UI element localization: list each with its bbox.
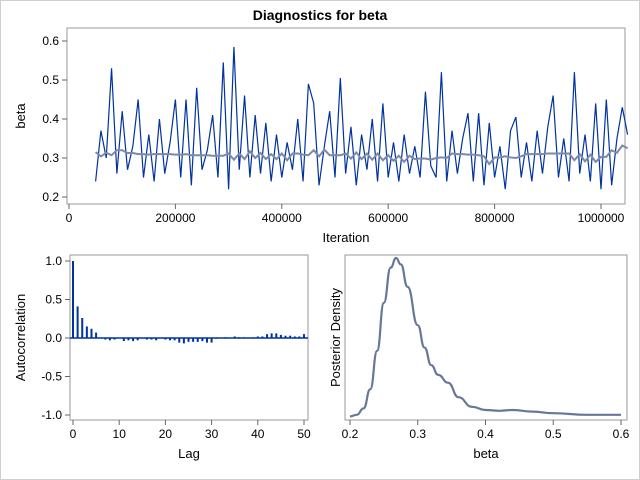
acf-bar bbox=[141, 338, 144, 339]
acf-bar bbox=[122, 338, 125, 342]
x-axis-label: Lag bbox=[178, 446, 200, 461]
acf-bar bbox=[284, 335, 287, 338]
x-tick-label: 1000000 bbox=[578, 211, 625, 225]
x-tick-label: 600000 bbox=[368, 211, 408, 225]
acf-bar bbox=[145, 338, 148, 340]
acf-bar bbox=[242, 337, 245, 338]
acf-bar bbox=[233, 336, 236, 338]
acf-bar bbox=[159, 338, 162, 339]
acf-bar bbox=[173, 338, 176, 341]
acf-bar bbox=[104, 338, 107, 340]
x-axis-label: Iteration bbox=[323, 230, 370, 245]
x-tick-label: 400000 bbox=[262, 211, 302, 225]
acf-bar bbox=[229, 338, 232, 339]
x-tick-label: 800000 bbox=[475, 211, 515, 225]
figure-title: Diagnostics for beta bbox=[253, 7, 388, 23]
acf-bar bbox=[72, 261, 74, 338]
acf-bar bbox=[270, 333, 273, 338]
y-tick-label: 0.5 bbox=[45, 293, 62, 307]
acf-bar bbox=[155, 338, 158, 341]
acf-bar bbox=[289, 335, 292, 338]
x-tick-label: 0.5 bbox=[545, 427, 562, 441]
acf-bar bbox=[238, 337, 241, 338]
y-tick-label: 0.5 bbox=[42, 73, 59, 87]
acf-bar bbox=[90, 328, 93, 338]
acf-bar bbox=[108, 338, 111, 341]
trace-line bbox=[95, 46, 629, 190]
x-tick-label: 50 bbox=[297, 427, 311, 441]
acf-bar bbox=[261, 336, 264, 338]
y-tick-label: -1.0 bbox=[41, 408, 62, 422]
y-axis-label: Autocorrelation bbox=[13, 294, 28, 381]
x-tick-label: 0 bbox=[70, 427, 77, 441]
acf-bar bbox=[85, 326, 88, 338]
acf-bar bbox=[169, 338, 172, 341]
x-tick-label: 0.3 bbox=[409, 427, 426, 441]
acf-bar bbox=[256, 336, 259, 338]
x-tick-label: 10 bbox=[113, 427, 127, 441]
y-tick-label: 0.0 bbox=[45, 331, 62, 345]
acf-bar bbox=[205, 338, 208, 343]
y-tick-label: 0.6 bbox=[42, 34, 59, 48]
x-tick-label: 0 bbox=[66, 211, 73, 225]
acf-bar bbox=[113, 338, 116, 340]
acf-bar bbox=[293, 336, 296, 338]
acf-bar bbox=[136, 338, 139, 341]
density-curve bbox=[349, 256, 621, 418]
acf-bar bbox=[247, 338, 250, 339]
y-tick-label: 0.3 bbox=[42, 151, 59, 165]
acf-bar bbox=[164, 338, 167, 340]
y-tick-label: 0.4 bbox=[42, 112, 59, 126]
trace-plot: 0 200000 400000 600000 800000 1000000 0.2 0.3 0.… bbox=[13, 27, 629, 245]
acf-bar bbox=[76, 306, 79, 338]
smoothed-mean-line bbox=[94, 144, 629, 166]
x-tick-label: 0.2 bbox=[342, 427, 359, 441]
x-tick-label: 30 bbox=[205, 427, 219, 441]
y-tick-label: 0.2 bbox=[42, 190, 59, 204]
y-axis-label: Posterior Density bbox=[328, 288, 343, 387]
acf-bar bbox=[187, 338, 190, 342]
x-tick-label: 20 bbox=[159, 427, 173, 441]
y-axis-label: beta bbox=[13, 103, 28, 129]
acf-bar bbox=[81, 317, 84, 338]
acf-bar bbox=[266, 334, 269, 338]
acf-bar bbox=[275, 333, 278, 338]
x-tick-label: 0.6 bbox=[613, 427, 630, 441]
acf-bar bbox=[215, 338, 218, 339]
acf-bar bbox=[298, 336, 301, 338]
x-tick-label: 200000 bbox=[155, 211, 195, 225]
acf-bar bbox=[99, 338, 102, 339]
acf-bar bbox=[196, 338, 199, 342]
acf-bar bbox=[201, 338, 204, 342]
y-tick-label: 1.0 bbox=[45, 254, 62, 268]
acf-bar bbox=[118, 338, 121, 339]
acf-bar bbox=[224, 337, 227, 338]
acf-bar bbox=[210, 338, 213, 343]
acf-bar bbox=[219, 338, 222, 339]
acf-bar bbox=[303, 334, 305, 338]
x-axis-label: beta bbox=[473, 446, 499, 461]
acf-bar bbox=[178, 338, 181, 343]
density-plot: 0.2 0.3 0.4 0.5 0.6 beta Posterior Density bbox=[328, 254, 630, 461]
autocorrelation-plot: 0 10 20 30 40 50 -1.0 -0.5 0.0 0.5 1.0 Lag Autocorre… bbox=[13, 254, 311, 461]
acf-bar bbox=[127, 338, 130, 341]
plot-frame bbox=[66, 27, 626, 205]
x-tick-label: 40 bbox=[251, 427, 265, 441]
acf-bar bbox=[150, 338, 153, 340]
acf-bar bbox=[252, 337, 255, 338]
acf-bar bbox=[182, 338, 185, 344]
y-tick-label: -0.5 bbox=[41, 370, 62, 384]
acf-bar bbox=[95, 332, 98, 338]
acf-bar bbox=[279, 334, 282, 338]
acf-bar bbox=[192, 338, 195, 342]
acf-bar bbox=[132, 338, 135, 342]
x-tick-label: 0.4 bbox=[477, 427, 494, 441]
